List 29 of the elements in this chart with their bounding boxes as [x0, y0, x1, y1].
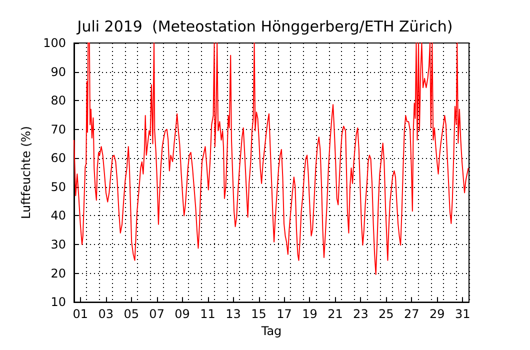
y-tick-label: 40	[50, 208, 66, 223]
x-tick-label: 31	[454, 307, 470, 322]
x-tick-label: 07	[149, 307, 164, 322]
x-tick-label: 13	[226, 307, 241, 322]
y-tick-label: 100	[43, 36, 66, 50]
y-tick-label: 10	[50, 295, 66, 310]
x-tick-label: 21	[328, 307, 343, 322]
x-tick-label: 05	[124, 307, 139, 322]
x-tick-label: 23	[353, 307, 368, 322]
x-tick-label: 29	[430, 307, 445, 322]
x-tick-label: 15	[251, 307, 266, 322]
y-tick-label: 50	[50, 180, 66, 194]
x-tick-label: 17	[276, 307, 292, 322]
y-tick-label: 70	[50, 122, 66, 136]
y-tick-label: 60	[50, 151, 66, 166]
y-tick-label: 30	[50, 238, 66, 252]
y-tick-label: 20	[50, 266, 66, 280]
x-tick-label: 19	[302, 307, 318, 322]
x-tick-label: 01	[72, 307, 88, 322]
x-axis-title: Tag	[260, 324, 282, 338]
x-tick-label: 25	[378, 307, 394, 322]
y-tick-label: 90	[50, 64, 66, 79]
x-tick-label: 09	[174, 307, 190, 322]
x-tick-label: 27	[404, 307, 420, 322]
y-axis-title: Luftfeuchte (%)	[19, 126, 34, 219]
x-tick-label: 11	[200, 307, 216, 322]
x-tick-label: 03	[98, 307, 114, 322]
chart-title: Juli 2019 (Meteostation Hönggerberg/ETH Zürich)	[76, 18, 453, 36]
y-tick-label: 80	[50, 94, 66, 108]
